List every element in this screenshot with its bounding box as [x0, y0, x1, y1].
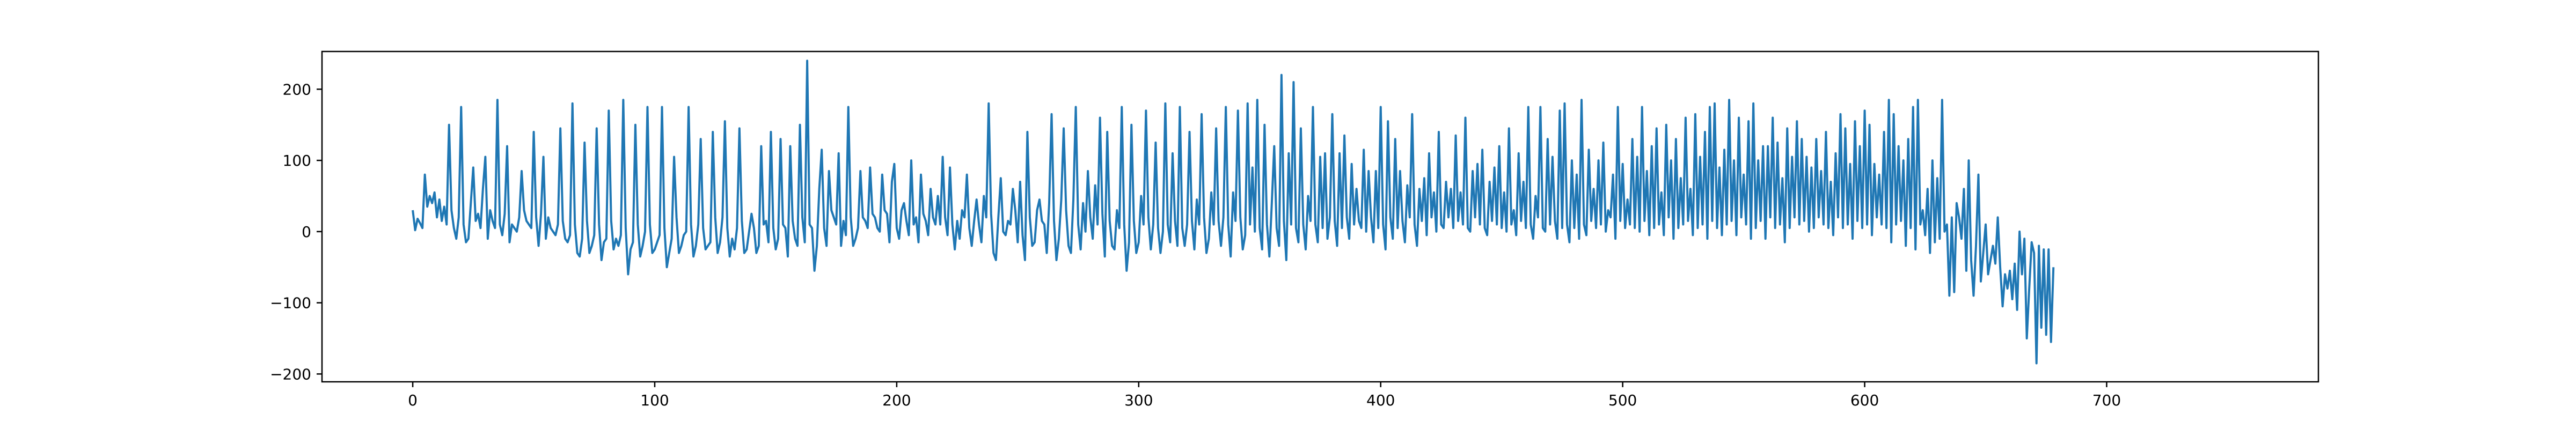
y-tick-label: −200: [270, 365, 311, 383]
x-axis: 0 100 200 300 400 500 600 700: [408, 382, 2121, 409]
x-tick-label: 400: [1366, 391, 1395, 409]
x-tick-label: 500: [1608, 391, 1637, 409]
y-tick-label: 100: [283, 152, 311, 169]
x-tick-label: 100: [640, 391, 669, 409]
plot-area: [412, 60, 2055, 365]
axes-frame: [321, 50, 2319, 383]
y-tick-label: 200: [283, 80, 311, 98]
y-tick-label: −100: [270, 294, 311, 312]
series-line-0: [412, 60, 2055, 365]
x-tick-label: 0: [408, 391, 418, 409]
x-tick-label: 600: [1850, 391, 1879, 409]
y-tick-label: 0: [302, 223, 311, 241]
x-tick-label: 700: [2092, 391, 2121, 409]
x-tick-label: 200: [882, 391, 911, 409]
y-axis: −200 −100 0 100 200: [270, 80, 322, 383]
x-tick-label: 300: [1124, 391, 1153, 409]
